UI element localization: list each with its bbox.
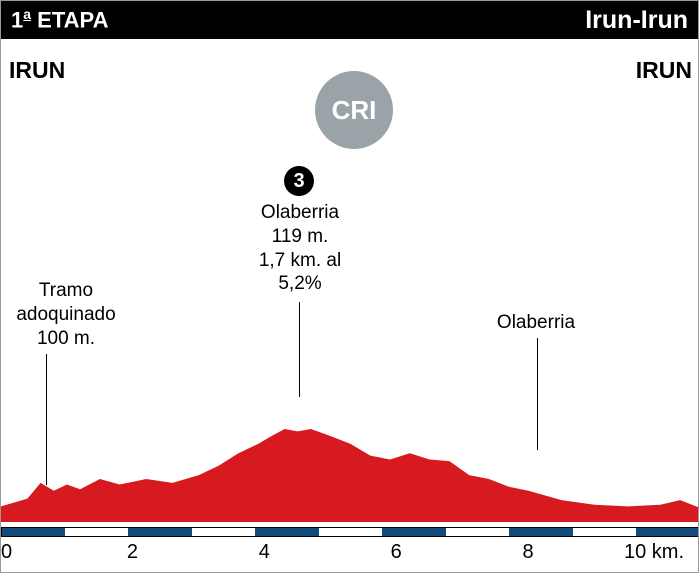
x-tick-label: 4 xyxy=(259,541,270,564)
elevation-profile xyxy=(1,1,699,524)
x-tick-label: 6 xyxy=(391,541,402,564)
scale-border xyxy=(1,527,699,537)
elevation-area xyxy=(1,429,699,522)
x-tick-label: 10 km. xyxy=(624,541,684,564)
x-tick-label: 8 xyxy=(523,541,534,564)
x-tick-label: 0 xyxy=(1,541,12,564)
x-tick-label: 2 xyxy=(127,541,138,564)
